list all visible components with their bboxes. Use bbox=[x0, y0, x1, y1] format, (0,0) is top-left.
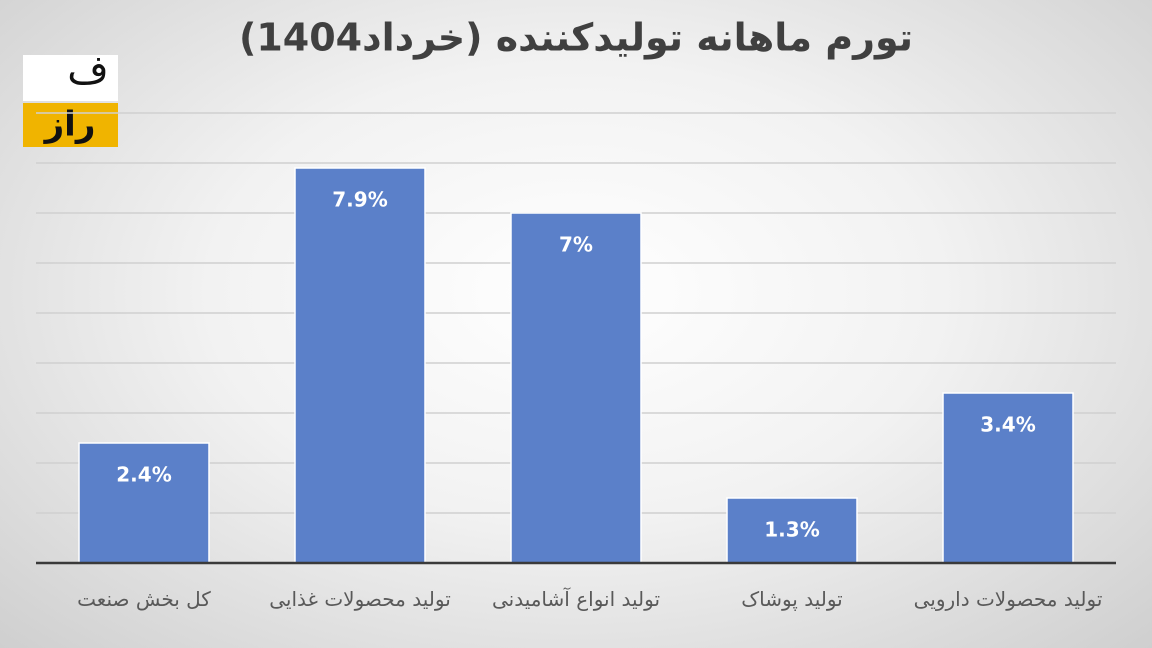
x-tick-label: تولید محصولات غذایی bbox=[269, 587, 451, 611]
x-tick-label: تولید انواع آشامیدنی bbox=[491, 587, 661, 611]
value-label: 7% bbox=[559, 233, 593, 257]
logo-top-box bbox=[23, 55, 118, 101]
bar bbox=[78, 442, 210, 564]
value-label: 3.4% bbox=[980, 413, 1035, 437]
value-label: 2.4% bbox=[116, 463, 171, 487]
value-label: 7.9% bbox=[332, 188, 387, 212]
logo-bottom-text: راز bbox=[43, 105, 96, 145]
bar bbox=[294, 167, 426, 564]
value-label: 1.3% bbox=[764, 518, 819, 542]
bar bbox=[510, 212, 642, 564]
x-tick-label: تولید محصولات دارویی bbox=[913, 587, 1103, 611]
logo-bottom-box bbox=[23, 103, 118, 147]
x-tick-label: کل بخش صنعت bbox=[77, 587, 211, 611]
chart-title: تورم ماهانه تولیدکننده (خرداد1404) bbox=[239, 16, 913, 61]
x-tick-label: تولید پوشاک bbox=[741, 587, 843, 611]
logo-top-text: ف bbox=[67, 47, 108, 93]
